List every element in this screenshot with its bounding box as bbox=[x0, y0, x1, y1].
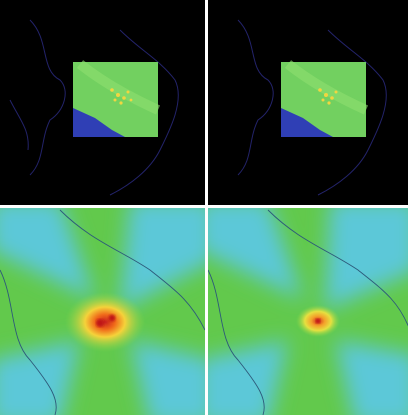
page: {} bbox=[0, 0, 408, 415]
panel-top-right bbox=[208, 0, 408, 205]
hotspot-core bbox=[316, 319, 321, 324]
panel-bottom-left bbox=[0, 200, 215, 415]
figure bbox=[0, 0, 408, 415]
panel-top-left bbox=[0, 0, 205, 205]
hotspot bbox=[65, 292, 145, 352]
panel-bottom-right bbox=[198, 200, 408, 415]
hotspot-core bbox=[109, 315, 116, 322]
hotspot-core bbox=[96, 319, 104, 327]
